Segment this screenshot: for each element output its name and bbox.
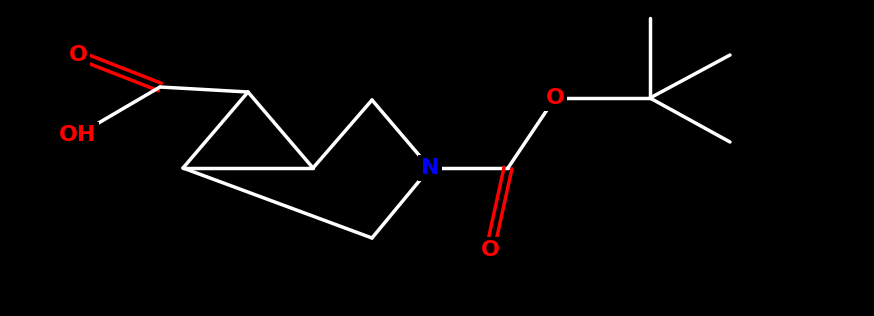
Text: O: O <box>68 45 87 65</box>
Text: N: N <box>420 158 440 178</box>
Text: OH: OH <box>59 125 97 145</box>
Text: O: O <box>481 240 500 260</box>
Text: O: O <box>545 88 565 108</box>
